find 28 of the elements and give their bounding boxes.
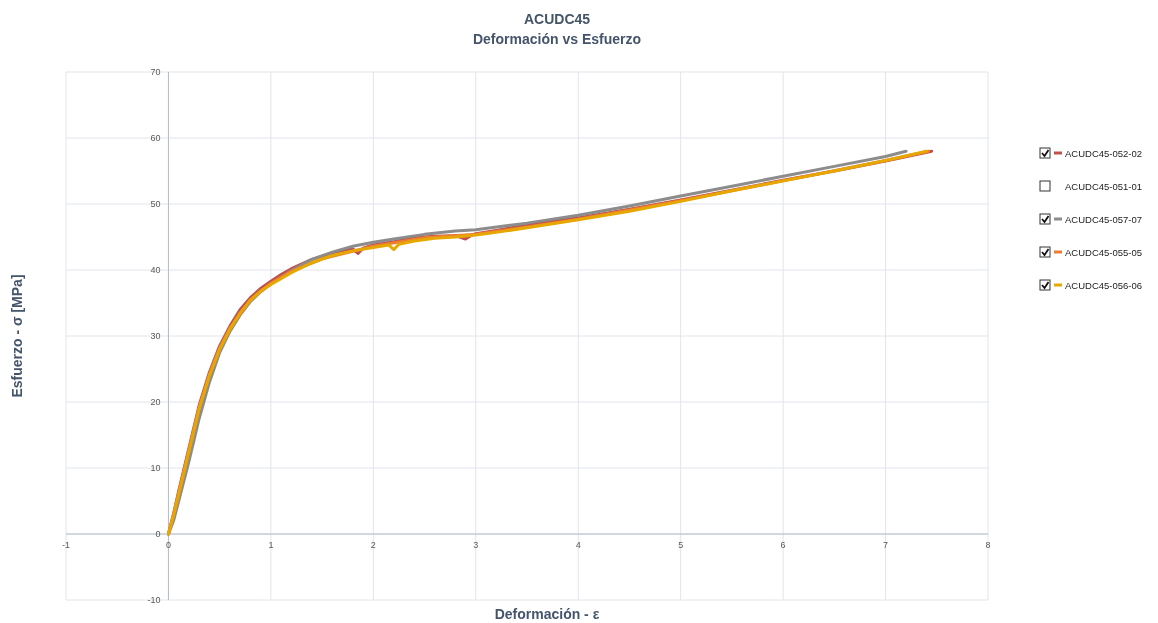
x-tick-label: 5: [678, 540, 684, 550]
x-tick-label: 0: [165, 540, 171, 550]
y-tick-label: 40: [150, 265, 161, 275]
y-tick-label: 30: [150, 331, 161, 341]
legend-label: ACUDC45-052-02: [1065, 147, 1143, 159]
y-tick-label: 0: [155, 529, 161, 539]
y-tick-label: -10: [147, 595, 161, 605]
x-tick-label: 8: [985, 540, 991, 550]
y-tick-label: 70: [150, 67, 161, 77]
legend-label: ACUDC45-051-01: [1065, 180, 1143, 192]
x-tick-label: 1: [268, 540, 274, 550]
x-tick-label: 7: [883, 540, 889, 550]
legend-label: ACUDC45-057-07: [1065, 213, 1143, 225]
y-tick-label: 10: [150, 463, 161, 473]
x-tick-label: 3: [473, 540, 479, 550]
chart-subtitle: Deformación vs Esfuerzo: [472, 31, 642, 47]
x-tick-label: -1: [61, 540, 71, 550]
chart-title: ACUDC45: [523, 11, 591, 27]
x-tick-label: 6: [780, 540, 786, 550]
x-tick-label: 4: [575, 540, 581, 550]
x-tick-label: 2: [370, 540, 376, 550]
y-tick-label: 50: [150, 199, 161, 209]
legend-label: ACUDC45-055-05: [1065, 246, 1143, 258]
y-tick-label: 60: [150, 133, 161, 143]
legend-label: ACUDC45-056-06: [1065, 279, 1143, 291]
y-axis-title: Esfuerzo - σ [MPa]: [9, 274, 25, 398]
y-tick-label: 20: [150, 397, 161, 407]
x-axis-title: Deformación - ε: [494, 606, 600, 622]
